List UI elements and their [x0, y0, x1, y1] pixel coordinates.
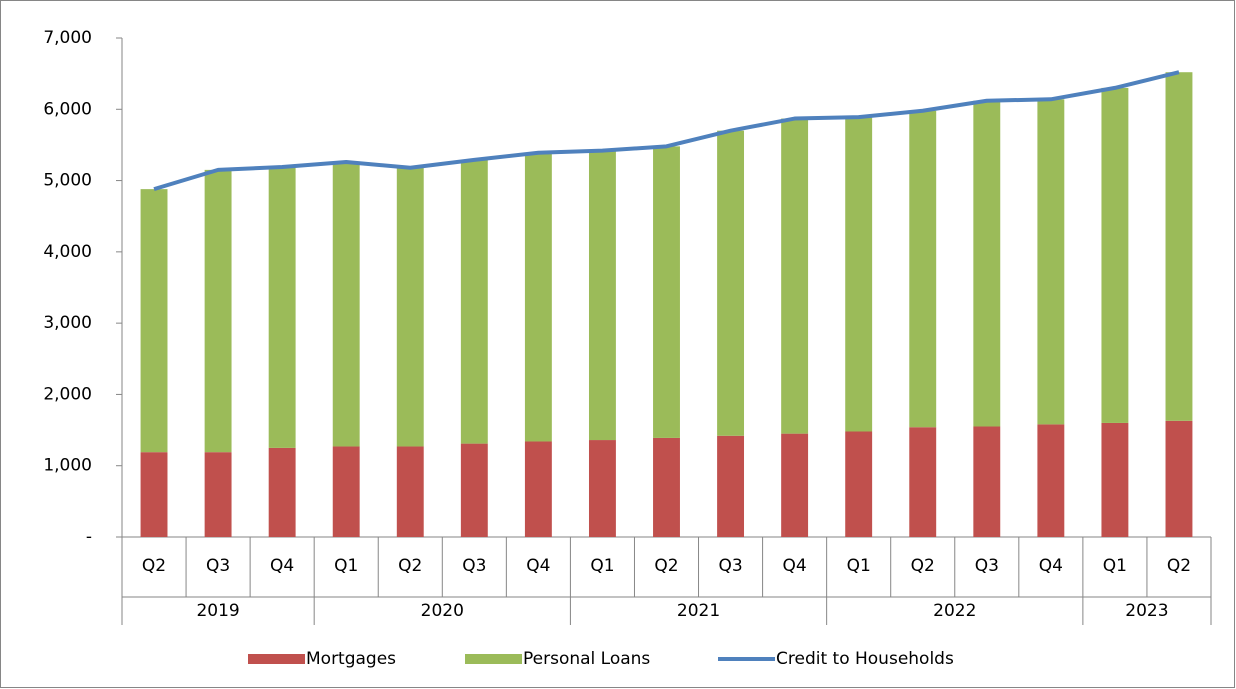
legend-swatch	[248, 654, 305, 664]
bar	[460, 443, 488, 537]
bar	[1165, 72, 1193, 421]
bar	[396, 446, 424, 537]
x-tick-label: Q1	[590, 556, 614, 576]
bar	[588, 150, 616, 441]
legend-label: Personal Loans	[523, 649, 650, 669]
y-tick-label: 7,000	[43, 28, 92, 48]
bar	[973, 426, 1001, 537]
bar	[332, 162, 360, 447]
bar	[1165, 420, 1193, 537]
bar	[396, 167, 424, 447]
bar	[909, 110, 937, 428]
x-tick-label: Q1	[847, 556, 871, 576]
x-tick-label: Q3	[718, 556, 742, 576]
x-tick-label: Q2	[398, 556, 422, 576]
legend-label: Mortgages	[306, 649, 396, 669]
bar	[140, 189, 168, 453]
bar	[268, 167, 296, 448]
bar	[204, 452, 232, 537]
y-tick-label: 1,000	[43, 456, 92, 476]
x-tick-label: Q2	[911, 556, 935, 576]
x-tick-label: Q3	[206, 556, 230, 576]
line	[153, 70, 1180, 192]
bar	[653, 146, 680, 438]
bar	[973, 100, 1001, 427]
bar	[460, 159, 488, 444]
bar	[909, 427, 937, 537]
x-tick-label: Q2	[654, 556, 678, 576]
x-tick-label: Q3	[462, 556, 486, 576]
x-tick-label: Q3	[975, 556, 999, 576]
legend-label: Credit to Households	[776, 649, 954, 669]
bar	[1101, 422, 1129, 537]
bar	[781, 433, 809, 537]
group-label: 2023	[1125, 601, 1168, 621]
bar	[268, 447, 296, 537]
x-tick-label: Q4	[783, 556, 807, 576]
group-label: 2021	[677, 601, 720, 621]
y-tick-label: 6,000	[43, 99, 92, 119]
bar	[717, 435, 745, 537]
x-tick-label: Q1	[334, 556, 358, 576]
x-tick-label: Q4	[1039, 556, 1063, 576]
bar	[1037, 99, 1065, 425]
y-tick-label: -	[86, 527, 92, 547]
bar	[140, 452, 168, 537]
bar	[332, 446, 360, 537]
y-tick-label: 3,000	[43, 313, 92, 333]
x-tick-label: Q1	[1103, 556, 1127, 576]
y-tick-label: 5,000	[43, 171, 92, 191]
bar	[204, 169, 232, 453]
bar	[1037, 424, 1065, 537]
bar	[717, 130, 745, 436]
bar	[588, 440, 616, 537]
group-label: 2020	[421, 601, 464, 621]
x-tick-label: Q4	[526, 556, 550, 576]
x-tick-label: Q4	[270, 556, 294, 576]
x-tick-label: Q2	[1167, 556, 1191, 576]
group-label: 2022	[933, 601, 976, 621]
y-tick-label: 2,000	[43, 384, 92, 404]
x-tick-label: Q2	[142, 556, 166, 576]
bar	[845, 117, 873, 432]
group-label: 2019	[196, 601, 239, 621]
legend-swatch	[465, 654, 522, 664]
bar	[845, 431, 873, 537]
bar	[524, 441, 552, 537]
bar	[524, 152, 552, 442]
bar	[653, 437, 680, 537]
bar	[1101, 87, 1129, 423]
y-tick-label: 4,000	[43, 242, 92, 262]
bar	[781, 118, 809, 434]
